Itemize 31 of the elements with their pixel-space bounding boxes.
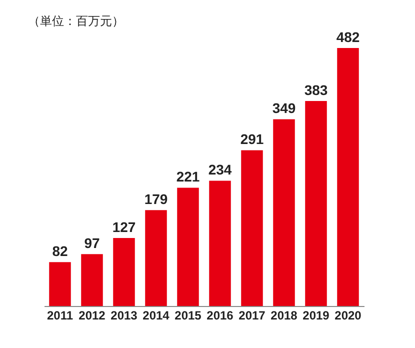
bar bbox=[209, 180, 231, 306]
data-label: 482 bbox=[336, 29, 360, 45]
text: （単位：百万元） bbox=[28, 14, 124, 28]
x-tick-label: 2013 bbox=[110, 308, 138, 322]
bar bbox=[49, 262, 71, 306]
data-label: 349 bbox=[272, 100, 296, 116]
data-label: 383 bbox=[304, 82, 328, 98]
bar bbox=[337, 48, 359, 306]
x-tick-label: 2011 bbox=[46, 308, 74, 322]
x-tick-label: 2018 bbox=[270, 308, 298, 322]
bar bbox=[241, 150, 263, 306]
data-label: 127 bbox=[112, 219, 136, 236]
x-tick-label: 2016 bbox=[206, 308, 234, 322]
x-tick-label: 2017 bbox=[238, 308, 266, 322]
bar bbox=[145, 210, 167, 306]
x-tick-label: 2015 bbox=[174, 308, 202, 322]
x-tick-label: 2012 bbox=[78, 308, 106, 322]
data-label: 97 bbox=[84, 235, 100, 252]
bar bbox=[113, 238, 135, 306]
x-tick-label: 2019 bbox=[302, 308, 330, 322]
data-label: 82 bbox=[52, 243, 68, 260]
data-label: 179 bbox=[144, 191, 168, 208]
bar bbox=[81, 254, 103, 306]
data-label: 234 bbox=[208, 162, 232, 178]
bar bbox=[273, 119, 295, 306]
data-label: 291 bbox=[240, 131, 264, 148]
data-label: 221 bbox=[176, 168, 200, 185]
x-tick-label: 2014 bbox=[142, 308, 170, 322]
x-tick-label: 2020 bbox=[334, 308, 362, 322]
bar bbox=[305, 100, 327, 306]
bar bbox=[177, 188, 199, 306]
